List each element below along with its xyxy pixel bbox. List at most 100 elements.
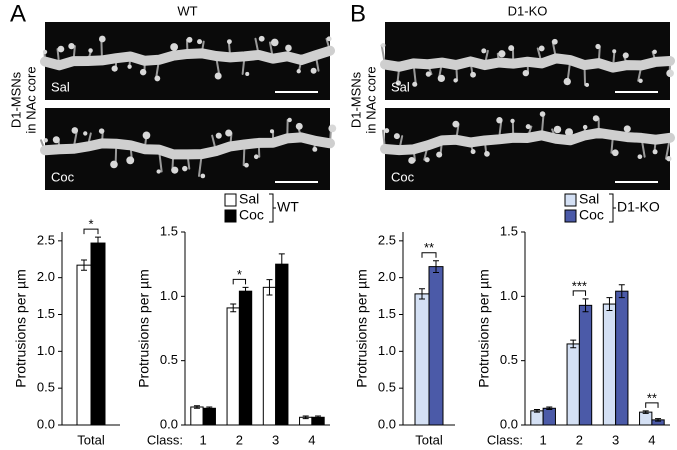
y-tick-label: 2.0: [378, 269, 396, 284]
spine-head: [553, 125, 562, 134]
spine-head: [510, 118, 515, 124]
legend-label: Coc: [579, 207, 604, 223]
x-tick-label: 2: [236, 432, 243, 447]
image-label: Sal: [51, 79, 70, 94]
spine-head: [215, 132, 222, 139]
spine-head: [595, 43, 601, 50]
spine-head: [622, 52, 629, 59]
spine-head: [295, 122, 303, 130]
spine-head: [326, 36, 332, 42]
spine-head: [111, 65, 118, 72]
bar: [566, 343, 580, 426]
bar: [190, 406, 204, 426]
x-tick-label: 2: [576, 432, 583, 447]
x-tick-label: 1: [540, 432, 547, 447]
spine-head: [244, 162, 249, 168]
bar: [238, 290, 253, 426]
y-axis-label: Protrusions per µm: [354, 269, 370, 388]
error-bar: [278, 253, 285, 275]
spine-head: [226, 39, 232, 45]
legend-bracket: [609, 193, 616, 223]
bar: [414, 293, 430, 426]
bar: [226, 307, 240, 426]
error-bar: [266, 279, 273, 296]
spine-head: [285, 44, 292, 52]
spine-head: [170, 43, 179, 51]
spine-head: [470, 71, 476, 78]
spine-head: [666, 156, 672, 162]
spine-head: [380, 43, 386, 48]
spine-head: [225, 129, 233, 137]
spine-head: [412, 81, 418, 87]
spine-head: [269, 129, 275, 134]
image-label: Sal: [391, 79, 410, 94]
x-tick-label: 4: [648, 432, 655, 447]
spine-head: [522, 69, 529, 77]
bar: [90, 242, 106, 426]
error-bar: [81, 259, 87, 271]
error-bar: [546, 406, 553, 411]
error-bar: [193, 405, 200, 409]
x-tick-label: 3: [612, 432, 619, 447]
side-label: D1-MSNs: [8, 71, 23, 128]
y-tick-label: 2.0: [37, 269, 55, 284]
error-bar: [618, 284, 625, 299]
spine-head: [395, 80, 402, 86]
spine-head: [328, 124, 337, 133]
spine-head: [384, 128, 390, 134]
spine-head: [88, 48, 93, 53]
y-tick-label: 0.0: [37, 416, 55, 431]
bar: [262, 286, 277, 426]
spine-head: [154, 75, 161, 82]
legend-swatch: [224, 193, 237, 207]
error-bar: [242, 286, 249, 296]
y-tick-label: 0.5: [37, 380, 55, 395]
significance-bracket: [421, 252, 437, 258]
spine-head: [612, 49, 617, 54]
spine-head: [484, 151, 490, 157]
spine-head: [637, 154, 643, 160]
spine-head: [393, 133, 400, 140]
legend-label: Coc: [239, 207, 264, 223]
legend-title: D1-KO: [617, 199, 660, 215]
spine-head: [57, 45, 65, 53]
error-bar: [206, 406, 213, 411]
spine-head: [110, 160, 118, 169]
dendrite: [380, 127, 675, 156]
spine-head: [437, 74, 445, 83]
significance: *: [237, 267, 242, 282]
y-tick-label: 1.0: [500, 288, 518, 303]
spine-head: [68, 42, 75, 50]
x-axis-label: Class:: [487, 432, 523, 447]
y-tick-label: 1.0: [37, 343, 55, 358]
image-label: Coc: [391, 169, 415, 184]
spine-head: [582, 124, 588, 130]
significance-bracket: [645, 402, 659, 408]
x-tick-label: 1: [200, 432, 207, 447]
spine-head: [525, 124, 531, 130]
spine-head: [652, 149, 658, 155]
significance: ***: [572, 278, 587, 293]
bar: [615, 290, 629, 426]
y-axis-label: Protrusions per µm: [136, 269, 152, 388]
significance: *: [88, 217, 93, 232]
bar: [428, 266, 444, 426]
spine-head: [312, 146, 318, 152]
spine-head: [42, 49, 48, 55]
legend-swatch: [224, 209, 237, 223]
spine-head: [652, 49, 657, 54]
spine-head: [551, 38, 558, 45]
spine-head: [584, 82, 590, 87]
y-tick-label: 0.0: [378, 416, 396, 431]
legend-swatch: [564, 193, 577, 207]
significance: **: [647, 390, 657, 405]
error-bar: [570, 339, 577, 349]
spine-head: [623, 125, 631, 133]
y-tick-label: 1.0: [378, 343, 396, 358]
x-axis-label: Class:: [147, 432, 183, 447]
spine-head: [287, 117, 292, 123]
spine-head: [258, 35, 265, 42]
spine-head: [214, 72, 222, 80]
spine-head: [296, 69, 301, 74]
